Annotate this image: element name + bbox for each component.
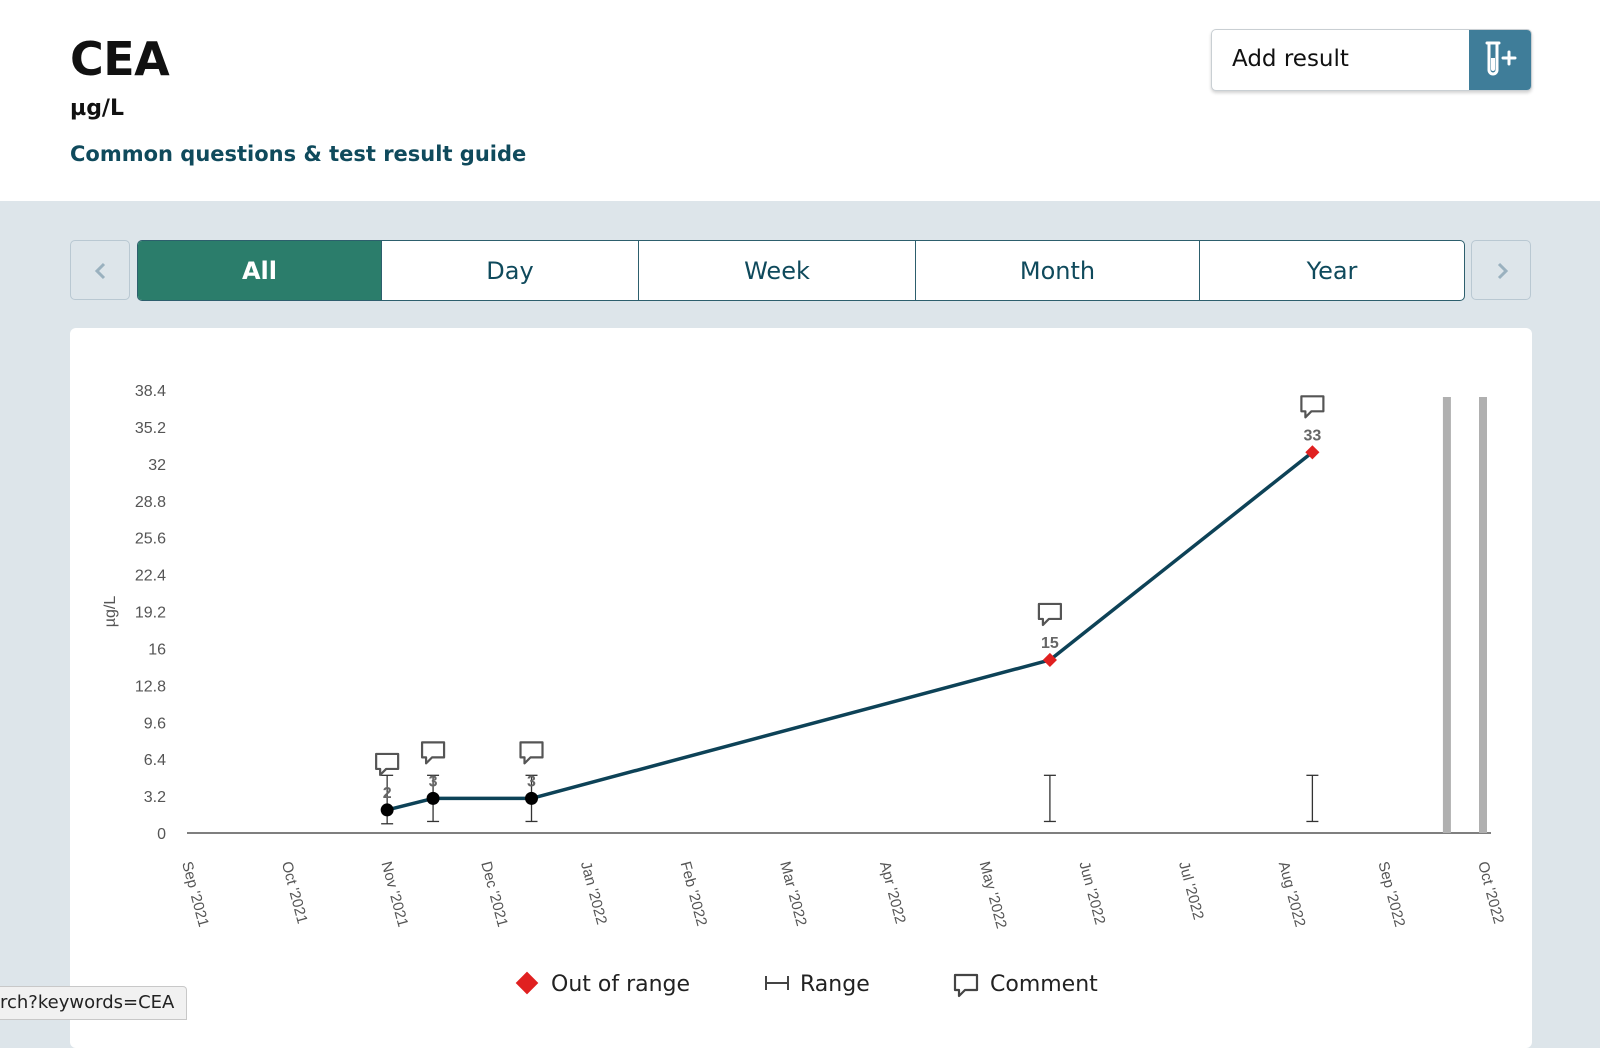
tab-day[interactable]: Day xyxy=(381,241,638,300)
x-tick-label: Aug '2022 xyxy=(1275,860,1309,929)
y-tick-label: 25.6 xyxy=(135,531,166,548)
chevron-left-icon xyxy=(94,262,106,280)
data-point xyxy=(525,791,539,805)
x-tick-label: Sep '2021 xyxy=(178,860,212,929)
previous-period-button[interactable] xyxy=(70,240,130,300)
legend-comment-icon xyxy=(953,973,979,998)
y-tick-label: 16 xyxy=(148,641,166,658)
x-tick-label: Apr '2022 xyxy=(876,860,909,926)
y-tick-label: 12.8 xyxy=(135,678,166,695)
range-whisker xyxy=(1043,774,1056,823)
y-tick-label: 35.2 xyxy=(135,420,166,437)
period-tabs: All Day Week Month Year xyxy=(137,240,1465,301)
page-title: CEA xyxy=(70,32,170,86)
x-tick-label: Sep '2022 xyxy=(1374,860,1408,929)
chevron-right-icon xyxy=(1497,262,1509,280)
legend-range-label: Range xyxy=(800,972,870,997)
add-result-button[interactable]: Add result xyxy=(1211,29,1532,91)
y-tick-label: 9.6 xyxy=(144,715,166,732)
period-marker xyxy=(1442,397,1451,833)
tab-month[interactable]: Month xyxy=(915,241,1199,300)
test-tube-add-icon xyxy=(1469,30,1531,90)
tab-all[interactable]: All xyxy=(138,241,381,300)
test-guide-link[interactable]: Common questions & test result guide xyxy=(70,142,527,166)
x-tick-label: Nov '2021 xyxy=(378,860,412,929)
add-result-label: Add result xyxy=(1232,46,1349,72)
tab-year[interactable]: Year xyxy=(1199,241,1464,300)
y-tick-label: 19.2 xyxy=(135,605,166,622)
x-tick-label: Feb '2022 xyxy=(677,860,711,928)
x-tick-label: Jul '2022 xyxy=(1175,860,1207,922)
status-bar-url: rch?keywords=CEA xyxy=(0,986,188,1020)
x-tick-label: Jun '2022 xyxy=(1075,860,1108,927)
data-point-out-of-range xyxy=(1305,445,1320,460)
x-tick-label: Mar '2022 xyxy=(776,860,810,928)
page-header: CEA µg/L Common questions & test result … xyxy=(0,0,1600,201)
comment-icon xyxy=(375,752,400,777)
y-tick-label: 22.4 xyxy=(135,568,166,585)
y-tick-label: 3.2 xyxy=(144,789,166,806)
x-tick-label: Oct '2021 xyxy=(278,860,311,926)
comment-icon xyxy=(420,741,446,765)
y-axis-label: µg/L xyxy=(102,596,119,628)
data-label: 15 xyxy=(1041,635,1059,652)
y-tick-label: 28.8 xyxy=(135,494,166,511)
legend-range-icon xyxy=(765,976,789,990)
results-chart: 03.26.49.612.81619.222.425.628.83235.238… xyxy=(102,383,1507,998)
data-point xyxy=(426,791,440,805)
comment-icon xyxy=(519,741,544,765)
x-tick-label: Jan '2022 xyxy=(577,860,610,927)
unit-label: µg/L xyxy=(70,96,124,121)
legend-out-of-range-icon xyxy=(515,971,539,995)
data-point xyxy=(380,803,394,817)
data-label: 33 xyxy=(1303,427,1321,444)
data-label: 2 xyxy=(383,785,392,802)
comment-icon xyxy=(1300,395,1325,419)
x-tick-label: Oct '2022 xyxy=(1474,860,1507,926)
y-tick-label: 32 xyxy=(148,457,166,474)
y-tick-label: 38.4 xyxy=(135,383,166,400)
x-tick-label: Dec '2021 xyxy=(477,860,511,929)
tab-week[interactable]: Week xyxy=(638,241,915,300)
y-tick-label: 0 xyxy=(157,826,166,843)
range-whisker xyxy=(1306,774,1319,823)
legend-comment-label: Comment xyxy=(990,972,1098,997)
period-marker xyxy=(1479,397,1487,833)
data-label: 3 xyxy=(527,773,536,790)
comment-icon xyxy=(1037,602,1063,627)
legend-out-of-range-label: Out of range xyxy=(551,972,690,997)
y-tick-label: 6.4 xyxy=(144,752,166,769)
next-period-button[interactable] xyxy=(1471,240,1531,300)
chart-card: 0 3.2 6.4 9.6 12.8 16 19.2 22.4 25.6 28.8 32 35.2 38… xyxy=(70,328,1532,1048)
data-label: 3 xyxy=(429,773,438,790)
x-tick-label: May '2022 xyxy=(976,860,1010,931)
